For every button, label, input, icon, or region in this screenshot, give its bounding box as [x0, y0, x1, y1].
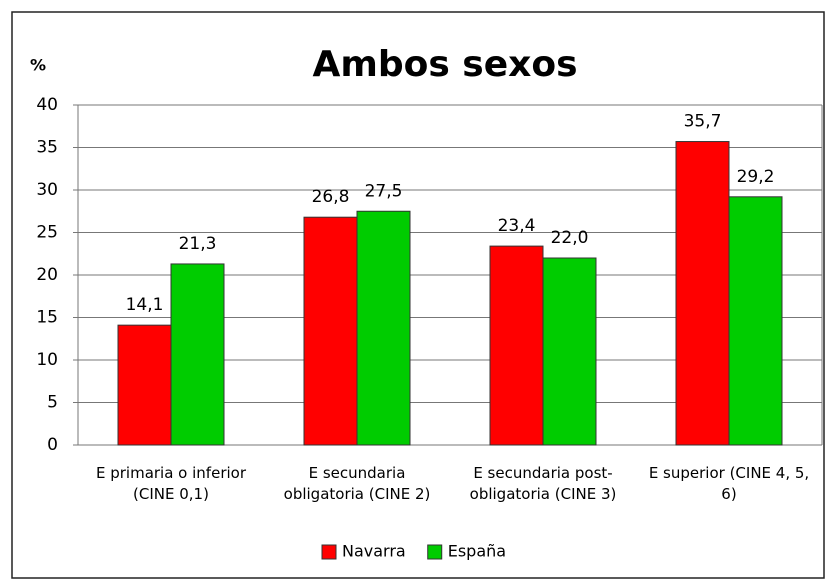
- y-tick-label: 25: [36, 223, 58, 243]
- legend-label: Navarra: [342, 542, 406, 561]
- legend-label: España: [448, 542, 506, 561]
- y-tick-label: 20: [36, 265, 58, 285]
- data-label: 22,0: [551, 228, 589, 248]
- bar: [170, 263, 225, 446]
- bar: [542, 257, 597, 446]
- x-tick-label: E superior (CINE 4, 5, 6): [648, 464, 810, 503]
- y-tick-label: 15: [36, 308, 58, 328]
- bar: [489, 245, 544, 446]
- y-tick-label: 0: [47, 435, 58, 455]
- data-label: 26,8: [312, 187, 350, 207]
- y-tick-label: 10: [36, 350, 58, 370]
- chart-title: Ambos sexos: [312, 44, 577, 85]
- bar: [303, 216, 358, 446]
- y-tick-label: 35: [36, 138, 58, 158]
- data-label: 21,3: [179, 234, 217, 254]
- legend-swatch: [427, 544, 443, 560]
- data-label: 23,4: [498, 216, 536, 236]
- legend-swatch: [321, 544, 337, 560]
- x-tick-label: E secundaria obligatoria (CINE 2): [283, 464, 431, 503]
- bar: [356, 210, 411, 446]
- y-tick-label: 40: [36, 95, 58, 115]
- data-label: 27,5: [365, 181, 403, 201]
- y-tick-label: 30: [36, 180, 58, 200]
- x-tick-label: E primaria o inferior (CINE 0,1): [95, 464, 246, 503]
- x-tick-label: E secundaria post- obligatoria (CINE 3): [469, 464, 617, 503]
- bar: [728, 196, 783, 446]
- bar: [117, 324, 172, 446]
- data-label: 14,1: [126, 295, 164, 315]
- data-label: 35,7: [684, 112, 722, 132]
- y-axis-label: %: [30, 56, 46, 75]
- y-tick-label: 5: [47, 393, 58, 413]
- bar: [675, 141, 730, 446]
- data-label: 29,2: [737, 167, 775, 187]
